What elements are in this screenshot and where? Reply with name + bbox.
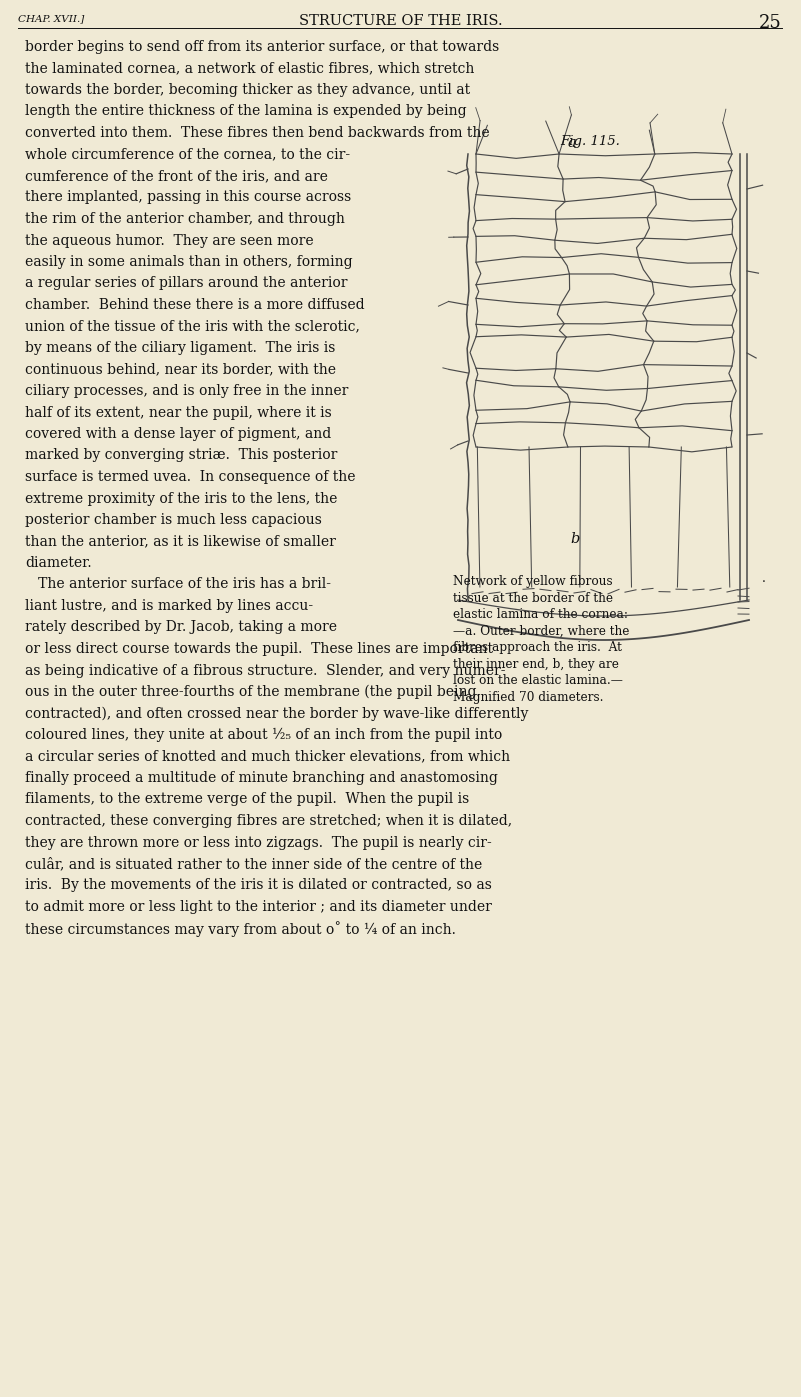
Text: 25: 25: [759, 14, 782, 32]
Text: the laminated cornea, a network of elastic fibres, which stretch: the laminated cornea, a network of elast…: [25, 61, 474, 75]
Text: easily in some animals than in others, forming: easily in some animals than in others, f…: [25, 256, 352, 270]
Text: whole circumference of the cornea, to the cir-: whole circumference of the cornea, to th…: [25, 148, 350, 162]
Text: liant lustre, and is marked by lines accu-: liant lustre, and is marked by lines acc…: [25, 599, 313, 613]
Text: cumference of the front of the iris, and are: cumference of the front of the iris, and…: [25, 169, 328, 183]
Text: extreme proximity of the iris to the lens, the: extreme proximity of the iris to the len…: [25, 492, 337, 506]
Text: they are thrown more or less into zigzags.  The pupil is nearly cir-: they are thrown more or less into zigzag…: [25, 835, 492, 849]
Text: posterior chamber is much less capacious: posterior chamber is much less capacious: [25, 513, 322, 527]
Text: these circumstances may vary from about o˚ to ¼ of an inch.: these circumstances may vary from about …: [25, 922, 456, 937]
Text: finally proceed a multitude of minute branching and anastomosing: finally proceed a multitude of minute br…: [25, 771, 498, 785]
Text: lost on the elastic lamina.—: lost on the elastic lamina.—: [453, 675, 623, 687]
Text: marked by converging striæ.  This posterior: marked by converging striæ. This posteri…: [25, 448, 337, 462]
Text: towards the border, becoming thicker as they advance, until at: towards the border, becoming thicker as …: [25, 82, 470, 96]
Text: surface is termed uvea.  In consequence of the: surface is termed uvea. In consequence o…: [25, 469, 356, 483]
Text: ciliary processes, and is only free in the inner: ciliary processes, and is only free in t…: [25, 384, 348, 398]
Text: rately described by Dr. Jacob, taking a more: rately described by Dr. Jacob, taking a …: [25, 620, 337, 634]
Text: tissue at the border of the: tissue at the border of the: [453, 592, 613, 605]
Text: —a. Outer border, where the: —a. Outer border, where the: [453, 624, 630, 638]
Text: to admit more or less light to the interior ; and its diameter under: to admit more or less light to the inter…: [25, 900, 492, 914]
Text: the aqueous humor.  They are seen more: the aqueous humor. They are seen more: [25, 233, 314, 247]
Text: a circular series of knotted and much thicker elevations, from which: a circular series of knotted and much th…: [25, 750, 510, 764]
Text: or less direct course towards the pupil.  These lines are important: or less direct course towards the pupil.…: [25, 643, 493, 657]
Text: CHAP. XVII.]: CHAP. XVII.]: [18, 14, 84, 22]
Text: there implanted, passing in this course across: there implanted, passing in this course …: [25, 190, 352, 204]
Text: contracted), and often crossed near the border by wave-like differently: contracted), and often crossed near the …: [25, 707, 529, 721]
Text: STRUCTURE OF THE IRIS.: STRUCTURE OF THE IRIS.: [300, 14, 503, 28]
Text: Network of yellow fibrous: Network of yellow fibrous: [453, 576, 613, 588]
Text: Fig. 115.: Fig. 115.: [560, 136, 620, 148]
Text: b: b: [570, 532, 580, 546]
Text: converted into them.  These fibres then bend backwards from the: converted into them. These fibres then b…: [25, 126, 489, 140]
Text: iris.  By the movements of the iris it is dilated or contracted, so as: iris. By the movements of the iris it is…: [25, 879, 492, 893]
Text: fibres approach the iris.  At: fibres approach the iris. At: [453, 641, 622, 655]
Text: coloured lines, they unite at about ½₅ of an inch from the pupil into: coloured lines, they unite at about ½₅ o…: [25, 728, 502, 742]
Text: their inner end, b, they are: their inner end, b, they are: [453, 658, 619, 671]
Text: diameter.: diameter.: [25, 556, 91, 570]
Text: chamber.  Behind these there is a more diffused: chamber. Behind these there is a more di…: [25, 298, 364, 312]
Text: union of the tissue of the iris with the sclerotic,: union of the tissue of the iris with the…: [25, 320, 360, 334]
Text: ·: ·: [762, 576, 766, 588]
Text: a: a: [568, 136, 577, 149]
Text: ous in the outer three-fourths of the membrane (the pupil being: ous in the outer three-fourths of the me…: [25, 685, 477, 700]
Text: border begins to send off from its anterior surface, or that towards: border begins to send off from its anter…: [25, 41, 499, 54]
Text: covered with a dense layer of pigment, and: covered with a dense layer of pigment, a…: [25, 427, 332, 441]
Text: length the entire thickness of the lamina is expended by being: length the entire thickness of the lamin…: [25, 105, 467, 119]
Text: than the anterior, as it is likewise of smaller: than the anterior, as it is likewise of …: [25, 535, 336, 549]
Text: by means of the ciliary ligament.  The iris is: by means of the ciliary ligament. The ir…: [25, 341, 336, 355]
Text: the rim of the anterior chamber, and through: the rim of the anterior chamber, and thr…: [25, 212, 345, 226]
Text: continuous behind, near its border, with the: continuous behind, near its border, with…: [25, 362, 336, 377]
Text: The anterior surface of the iris has a bril-: The anterior surface of the iris has a b…: [25, 577, 331, 591]
Text: filaments, to the extreme verge of the pupil.  When the pupil is: filaments, to the extreme verge of the p…: [25, 792, 469, 806]
Text: contracted, these converging fibres are stretched; when it is dilated,: contracted, these converging fibres are …: [25, 814, 512, 828]
Text: Magnified 70 diameters.: Magnified 70 diameters.: [453, 692, 603, 704]
Text: a regular series of pillars around the anterior: a regular series of pillars around the a…: [25, 277, 348, 291]
Text: as being indicative of a fibrous structure.  Slender, and very numer-: as being indicative of a fibrous structu…: [25, 664, 505, 678]
Text: half of its extent, near the pupil, where it is: half of its extent, near the pupil, wher…: [25, 405, 332, 419]
Text: elastic lamina of the cornea:: elastic lamina of the cornea:: [453, 609, 628, 622]
Text: culâr, and is situated rather to the inner side of the centre of the: culâr, and is situated rather to the inn…: [25, 856, 482, 870]
